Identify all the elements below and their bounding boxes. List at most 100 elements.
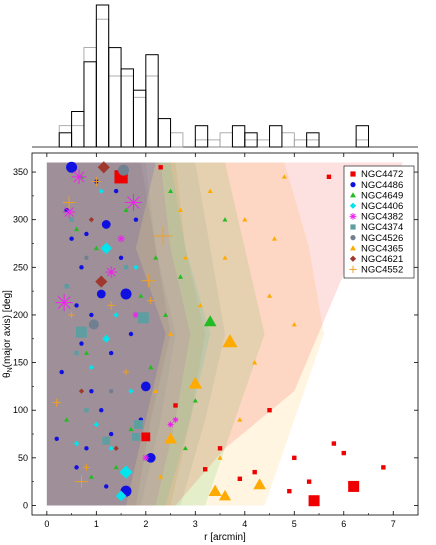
legend-marker-ngc4382	[349, 213, 357, 220]
y-tick-label: 200	[13, 310, 28, 320]
point-ngc4649	[83, 350, 89, 355]
point-ngc4406	[73, 440, 80, 447]
point-ngc4486	[99, 408, 104, 413]
point-ngc4552	[153, 226, 173, 246]
point-ngc4486	[84, 231, 89, 237]
band-ngc4552	[46, 162, 206, 506]
point-ngc4472	[326, 174, 332, 180]
y-axis-label-rest: (major axis) [deg]	[2, 290, 13, 367]
point-ngc4486	[104, 484, 109, 489]
point-ngc4472	[217, 446, 223, 451]
point-ngc4649	[123, 207, 129, 213]
legend-marker-ngc4649	[350, 192, 356, 198]
histogram-bar	[120, 68, 134, 148]
x-tick-label: 1	[94, 519, 99, 529]
point-ngc4552	[107, 301, 116, 310]
point-ngc4365	[168, 331, 174, 336]
histogram-bar	[58, 132, 73, 148]
histogram-bar	[244, 132, 258, 148]
point-ngc4472	[348, 480, 360, 492]
histogram-bar	[95, 4, 110, 148]
histogram-bar	[194, 139, 209, 148]
point-ngc4365	[177, 207, 183, 213]
point-ngc4472	[158, 165, 163, 170]
band-ngc4472	[46, 162, 404, 506]
histogram-bar	[83, 47, 97, 148]
legend-marker-ngc4486	[350, 182, 356, 188]
point-ngc4649	[74, 226, 80, 232]
point-ngc4365	[291, 321, 297, 327]
point-ngc4406	[98, 188, 104, 194]
histogram-bar	[120, 75, 134, 148]
data-points	[52, 161, 386, 507]
point-ngc4486	[108, 350, 114, 356]
point-ngc4365	[222, 334, 238, 348]
band-ngc4486	[46, 162, 166, 506]
point-ngc4649	[192, 398, 198, 403]
point-ngc4472	[308, 495, 320, 507]
confidence-bands	[46, 162, 404, 506]
histogram-bar	[133, 96, 147, 148]
point-ngc4365	[153, 388, 159, 394]
x-tick-label: 6	[341, 519, 346, 529]
point-ngc4486	[89, 312, 94, 318]
point-ngc4486	[69, 236, 74, 241]
point-ngc4486	[54, 436, 59, 441]
point-ngc4552	[122, 369, 130, 376]
point-ngc4486	[140, 381, 151, 392]
legend-label: NGC4552	[361, 265, 403, 276]
point-ngc4649	[93, 245, 99, 251]
histogram-bar	[157, 118, 171, 148]
point-ngc4649	[88, 474, 94, 479]
histogram-bar	[71, 125, 85, 148]
legend-label: NGC4374	[361, 222, 403, 233]
point-ngc4649	[153, 255, 159, 260]
y-axis-label-subscript: N	[7, 367, 14, 372]
point-ngc4552	[91, 176, 101, 187]
point-ngc4472	[203, 467, 208, 472]
legend-label: NGC4649	[361, 190, 403, 201]
histogram-bar	[132, 89, 147, 148]
point-ngc4406	[115, 490, 127, 502]
point-ngc4472	[237, 476, 243, 481]
histogram-bar	[293, 139, 308, 148]
point-ngc4374	[64, 284, 69, 289]
point-ngc4382	[142, 454, 150, 462]
point-ngc4472	[267, 408, 272, 413]
scatter-panel: 0 1 2 3 4 5 6 7 0 50 100 150 200 250 300 350 r [arcmin…	[2, 152, 419, 543]
point-ngc4472	[331, 441, 337, 446]
point-ngc4374	[131, 432, 140, 441]
y-tick-label: 150	[13, 358, 28, 368]
point-ngc4649	[163, 312, 169, 317]
point-ngc4374	[74, 350, 79, 356]
point-ngc4472	[287, 488, 292, 494]
histogram-bar	[207, 139, 221, 148]
histogram-bar	[58, 125, 72, 148]
point-ngc4365	[253, 478, 266, 490]
point-ngc4649	[203, 315, 217, 327]
histogram-bar	[219, 132, 233, 148]
point-ngc4365	[208, 484, 222, 497]
histogram-series-gray	[58, 18, 369, 148]
legend-marker-ngc4552	[349, 265, 357, 274]
point-ngc4552	[62, 196, 76, 209]
x-axis-label: r [arcmin]	[204, 532, 246, 543]
point-ngc4374	[84, 408, 89, 413]
legend-marker-ngc4621	[349, 255, 357, 262]
y-tick-label: 250	[13, 262, 28, 272]
legend-box	[343, 165, 415, 279]
point-ngc4486	[118, 255, 124, 260]
histogram-bar	[256, 139, 270, 148]
point-ngc4365	[267, 293, 273, 298]
y-tick-label: 100	[13, 405, 28, 415]
point-ngc4365	[207, 188, 213, 193]
histogram-bar	[170, 132, 184, 148]
x-tick-label: 4	[242, 519, 247, 529]
point-ngc4552	[147, 296, 155, 305]
band-ngc4365	[46, 162, 324, 506]
legend-label: NGC4365	[361, 243, 403, 254]
point-ngc4406	[133, 264, 139, 270]
point-ngc4486	[101, 220, 111, 229]
point-ngc4382	[55, 293, 73, 312]
histogram-panel	[32, 4, 418, 148]
